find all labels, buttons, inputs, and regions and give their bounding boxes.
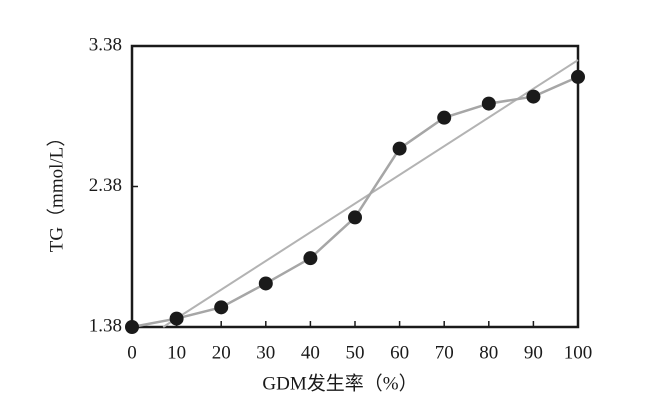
data-point — [125, 320, 139, 334]
x-tick-label: 10 — [167, 342, 186, 363]
data-point — [258, 276, 273, 291]
data-point — [303, 251, 318, 266]
x-tick-label: 50 — [346, 342, 365, 363]
data-point — [571, 69, 585, 84]
data-point — [392, 141, 407, 156]
x-tick-label: 100 — [564, 342, 593, 363]
data-point — [348, 210, 362, 225]
data-point — [169, 311, 184, 326]
data-point — [214, 300, 229, 315]
y-axis-label: TG（mmol/L） — [45, 128, 67, 253]
y-tick-label: 1.38 — [89, 315, 122, 336]
y-tick-label: 2.38 — [89, 175, 122, 196]
x-tick-label: 20 — [212, 342, 231, 363]
x-tick-label: 80 — [479, 342, 498, 363]
x-tick-label: 60 — [390, 342, 409, 363]
x-tick-label: 0 — [127, 342, 137, 363]
data-point — [437, 110, 452, 125]
data-point — [481, 96, 496, 111]
y-tick-label: 3.38 — [89, 34, 122, 55]
plot-frame — [130, 44, 580, 329]
x-tick-label: 40 — [301, 342, 320, 363]
x-tick-label: 90 — [524, 342, 543, 363]
series-line — [131, 75, 579, 329]
x-tick-label: 70 — [435, 342, 454, 363]
x-axis-label: GDM发生率（%） — [262, 372, 417, 394]
x-tick-label: 30 — [256, 342, 275, 363]
data-point — [526, 89, 541, 104]
